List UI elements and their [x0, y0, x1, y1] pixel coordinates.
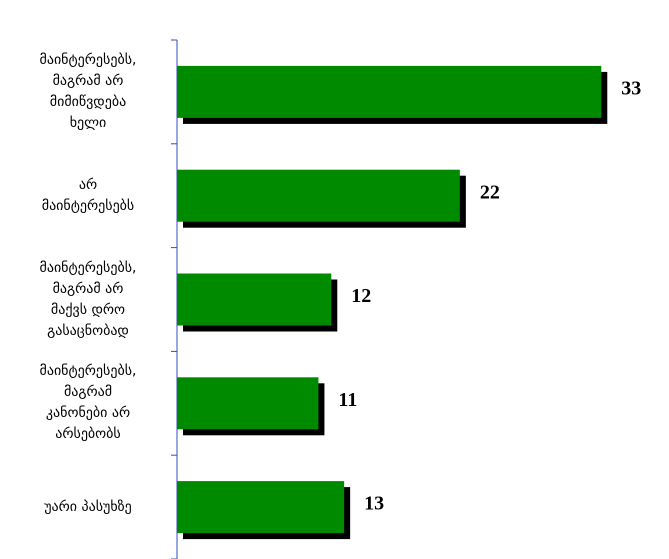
bar — [177, 65, 602, 118]
bar — [177, 169, 460, 222]
category-label: მაინტერესებს, მაგრამ კანონები არ არსებობ… — [39, 363, 137, 443]
value-label: 22 — [480, 181, 500, 203]
category-label: მაინტერესებს, მაგრამ არ მაქვს დრო გასაცნ… — [39, 259, 137, 339]
value-label: 13 — [364, 493, 384, 515]
bar — [177, 273, 332, 326]
category-label: მაინტერესებს, მაგრამ არ მიმიწვდება ხელი — [39, 51, 137, 131]
bar — [177, 377, 319, 430]
value-label: 11 — [338, 389, 357, 411]
category-label: არ მაინტერესებს — [41, 176, 135, 214]
category-label: უარი პასუხზე — [44, 498, 132, 515]
value-label: 12 — [351, 285, 371, 307]
value-label: 33 — [621, 77, 641, 99]
bar — [177, 481, 345, 534]
